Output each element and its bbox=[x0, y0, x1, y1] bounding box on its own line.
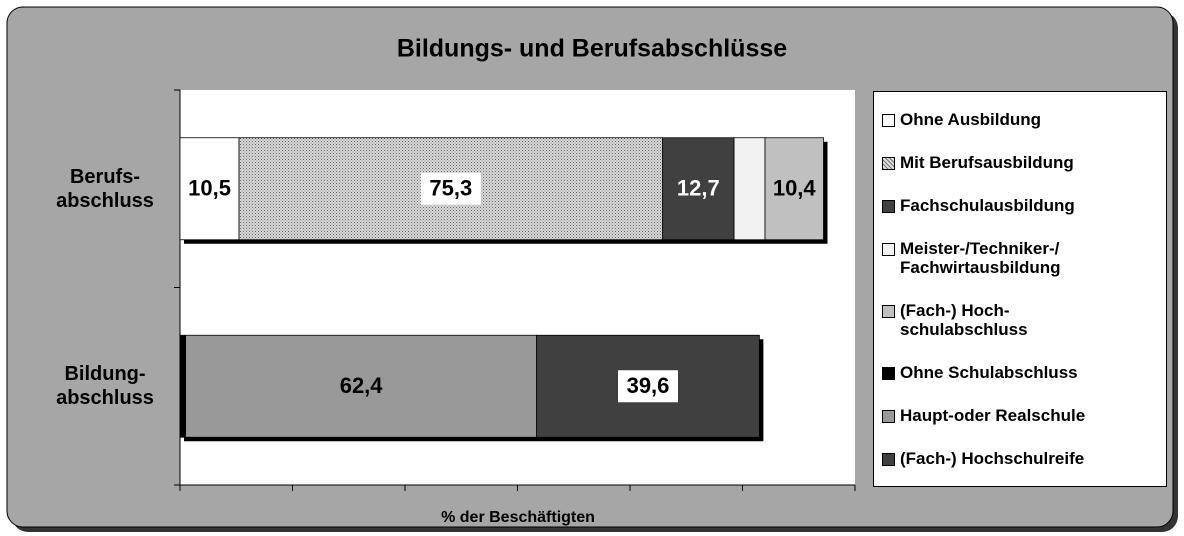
data-label: 10,4 bbox=[773, 176, 817, 201]
label-box bbox=[618, 370, 678, 403]
data-label: 75,3 bbox=[429, 176, 472, 201]
legend-item: Meister-/Techniker-/ Fachwirtausbildung bbox=[882, 239, 1158, 277]
legend-item: Haupt-oder Realschule bbox=[882, 406, 1158, 425]
legend-swatch bbox=[882, 453, 895, 466]
legend-label: Meister-/Techniker-/ Fachwirtausbildung bbox=[900, 239, 1061, 277]
bar-segment bbox=[185, 334, 538, 438]
legend-item: Fachschulausbildung bbox=[882, 196, 1158, 215]
legend: Ohne Ausbildung Mit Berufsausbildung Fachs… bbox=[873, 91, 1167, 487]
legend-label: Ohne Ausbildung bbox=[900, 110, 1042, 129]
legend-swatch bbox=[882, 410, 895, 423]
legend-swatch bbox=[882, 200, 895, 213]
legend-item: Ohne Schulabschluss bbox=[882, 363, 1158, 382]
legend-swatch bbox=[882, 367, 895, 380]
bar-segment bbox=[662, 137, 735, 241]
data-label: 10,5 bbox=[188, 176, 231, 201]
legend-item: (Fach-) Hoch- schulabschluss bbox=[882, 301, 1158, 339]
x-axis-label: % der Beschäftigten bbox=[441, 509, 595, 526]
label-box bbox=[420, 172, 481, 205]
data-label: 12,7 bbox=[677, 176, 720, 201]
data-label: 62,4 bbox=[340, 373, 384, 398]
legend-item: (Fach-) Hochschulreife bbox=[882, 449, 1158, 468]
legend-swatch bbox=[882, 114, 895, 127]
category-label: Bildung- abschluss bbox=[56, 363, 154, 410]
legend-item: Mit Berufsausbildung bbox=[882, 153, 1158, 172]
legend-label: (Fach-) Hoch- schulabschluss bbox=[900, 301, 1028, 339]
bar-segment bbox=[179, 334, 187, 438]
legend-label: Mit Berufsausbildung bbox=[900, 153, 1074, 172]
bar-segment bbox=[733, 137, 766, 241]
bar-segment bbox=[764, 137, 824, 241]
legend-swatch bbox=[882, 305, 895, 318]
legend-label: Haupt-oder Realschule bbox=[900, 406, 1086, 425]
category-label: Berufs- abschluss bbox=[56, 165, 154, 212]
legend-swatch bbox=[882, 243, 895, 256]
legend-item: Ohne Ausbildung bbox=[882, 110, 1158, 129]
bar-segment bbox=[179, 137, 240, 241]
legend-label: Fachschulausbildung bbox=[900, 196, 1075, 215]
legend-label: (Fach-) Hochschulreife bbox=[900, 449, 1085, 468]
legend-label: Ohne Schulabschluss bbox=[900, 363, 1078, 382]
legend-swatch bbox=[882, 157, 895, 170]
data-label: 39,6 bbox=[627, 373, 670, 398]
chart-title: Bildungs- und Berufsabschlüsse bbox=[397, 35, 787, 63]
